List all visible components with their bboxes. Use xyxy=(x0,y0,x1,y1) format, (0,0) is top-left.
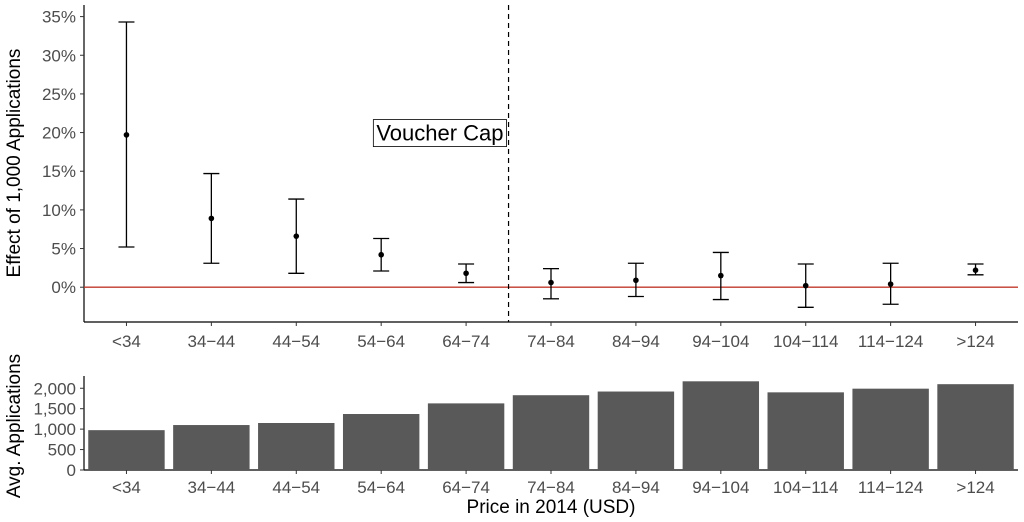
bar xyxy=(597,391,675,470)
top-y-tick-label: 25% xyxy=(42,85,76,104)
top-x-tick-label: 44−54 xyxy=(272,332,320,351)
bottom-y-tick-label: 2,000 xyxy=(33,379,76,398)
top-x-tick-label: 114−124 xyxy=(858,332,923,351)
top-y-ticks: 0% 5% 10% 15% 20% 25% 30% 35% xyxy=(42,8,84,297)
top-x-tick-label: 34−44 xyxy=(187,332,235,351)
bottom-y-tick-label: 0 xyxy=(67,461,76,480)
top-x-tick-label: 94−104 xyxy=(692,332,749,351)
top-x-tick-label: 104−114 xyxy=(773,332,838,351)
top-y-tick-label: 30% xyxy=(42,46,76,65)
bottom-x-tick-label: <34 xyxy=(112,478,141,497)
bar xyxy=(173,425,250,470)
bottom-x-tick-label: 84−94 xyxy=(612,478,660,497)
bottom-x-tick-label: >124 xyxy=(956,478,994,497)
point-estimate xyxy=(887,281,894,287)
bottom-y-tick-label: 1,500 xyxy=(33,400,76,419)
point-estimate xyxy=(972,267,979,273)
point-estimate xyxy=(718,272,724,279)
effect-panel: 0% 5% 10% 15% 20% 25% 30% 35% <34 34−44 44−54 54−6… xyxy=(4,5,1018,351)
bottom-x-tick-label: 74−84 xyxy=(527,478,575,497)
bar xyxy=(682,381,760,470)
bottom-x-tick-label: 44−54 xyxy=(272,478,320,497)
bar xyxy=(88,430,165,470)
voucher-cap-text: Voucher Cap xyxy=(376,121,503,146)
top-y-tick-label: 10% xyxy=(42,201,76,220)
point-estimate xyxy=(378,251,384,258)
top-x-tick-label: >124 xyxy=(956,332,994,351)
point-estimate xyxy=(463,270,469,277)
bottom-x-tick-label: 94−104 xyxy=(692,478,749,497)
bottom-x-tick-label: 64−74 xyxy=(442,478,490,497)
point-estimate xyxy=(633,277,639,284)
bars xyxy=(88,381,1014,470)
point-estimate xyxy=(548,279,554,286)
bar xyxy=(852,388,929,470)
bar xyxy=(512,395,590,470)
bar xyxy=(937,384,1014,470)
bottom-y-tick-label: 500 xyxy=(48,441,76,460)
top-x-tick-label: 74−84 xyxy=(527,332,575,351)
top-x-tick-label: 54−64 xyxy=(357,332,405,351)
bottom-x-axis-title: Price in 2014 (USD) xyxy=(467,497,636,518)
top-x-tick-label: 64−74 xyxy=(442,332,490,351)
top-x-tick-label: 84−94 xyxy=(612,332,660,351)
bottom-x-tick-label: 104−114 xyxy=(773,478,838,497)
point-estimate xyxy=(123,132,130,138)
bottom-x-tick-label: 54−64 xyxy=(357,478,405,497)
bottom-y-tick-label: 1,000 xyxy=(33,420,76,439)
top-y-tick-label: 15% xyxy=(42,162,76,181)
bar xyxy=(427,403,505,470)
bottom-x-tick-label: 34−44 xyxy=(187,478,235,497)
bar xyxy=(342,414,420,470)
point-estimate xyxy=(293,233,300,239)
bottom-y-axis-title: Avg. Applications xyxy=(4,354,25,498)
point-estimate xyxy=(208,215,215,222)
errorbars xyxy=(118,21,984,308)
top-y-tick-label: 20% xyxy=(42,124,76,143)
bar xyxy=(767,392,844,470)
top-x-ticks: <34 34−44 44−54 54−64 64−74 74−84 84−94 94−104 1… xyxy=(112,322,995,351)
bottom-x-ticks: <34 34−44 44−54 54−64 64−74 74−84 84−94 94−104 1… xyxy=(112,470,995,497)
bottom-x-tick-label: 114−124 xyxy=(858,478,923,497)
top-x-tick-label: <34 xyxy=(112,332,141,351)
voucher-cap-box xyxy=(372,119,507,147)
top-y-axis-title: Effect of 1,000 Applications xyxy=(4,49,25,278)
top-y-tick-label: 0% xyxy=(51,278,76,297)
voucher-cap-label: Voucher Cap xyxy=(372,119,507,147)
bar xyxy=(258,423,335,470)
top-y-tick-label: 35% xyxy=(42,8,76,27)
point-estimate xyxy=(802,282,809,289)
top-y-tick-label: 5% xyxy=(51,240,76,259)
